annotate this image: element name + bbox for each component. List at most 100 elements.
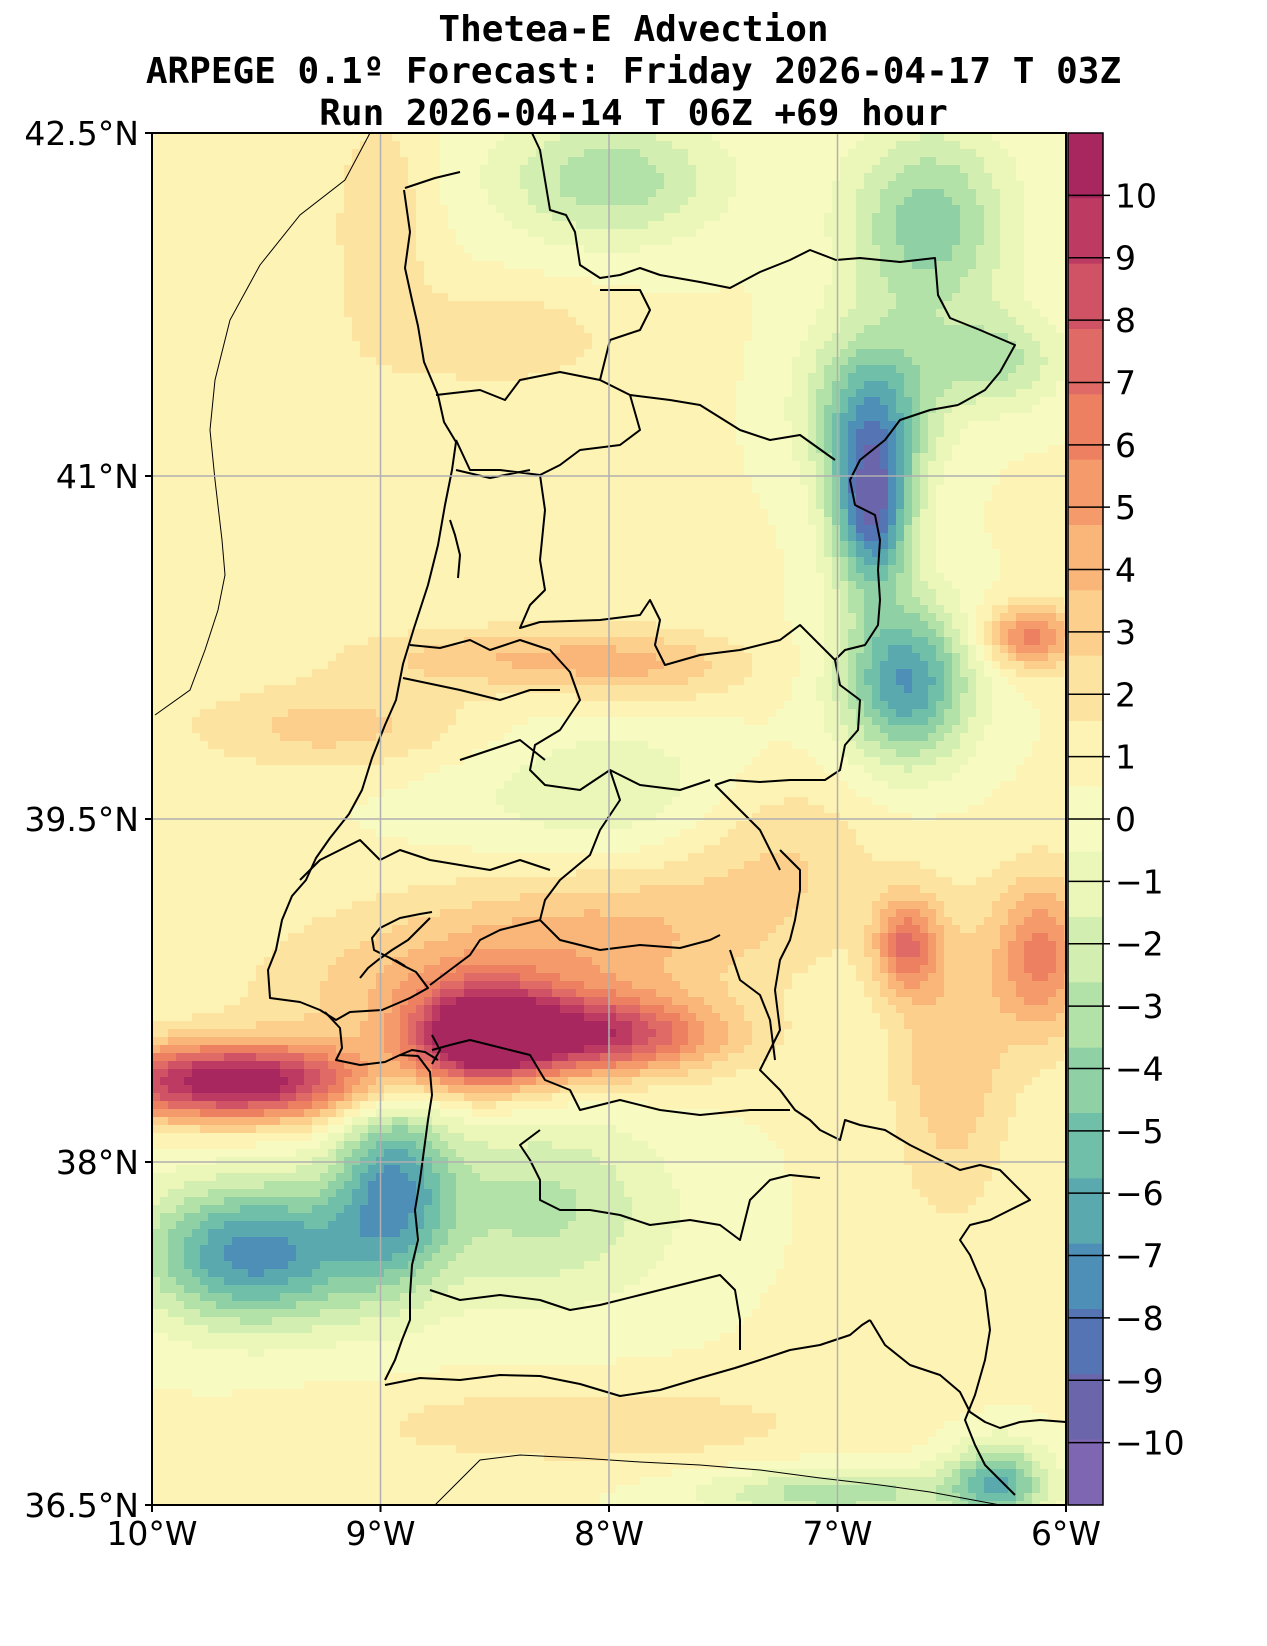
field-cell [616,157,625,166]
field-cell [928,293,937,302]
field-cell [968,269,977,278]
field-cell [704,453,713,462]
field-cell [312,149,321,158]
field-cell [192,189,201,198]
field-cell [568,349,577,358]
field-cell [760,237,769,246]
field-cell [672,357,681,366]
field-cell [368,229,377,238]
field-cell [328,157,337,166]
field-cell [704,365,713,374]
field-cell [848,381,857,390]
field-cell [1032,261,1041,270]
field-cell [760,461,769,470]
field-cell [920,357,929,366]
field-cell [720,325,729,334]
field-cell [808,453,817,462]
field-cell [256,477,265,486]
field-cell [152,461,161,470]
field-cell [904,181,913,190]
field-cell [920,197,929,206]
field-cell [880,293,889,302]
field-cell [432,253,441,262]
field-cell [736,173,745,182]
field-cell [912,381,921,390]
field-cell [184,285,193,294]
field-cell [264,349,273,358]
field-cell [424,405,433,414]
field-cell [1000,221,1009,230]
field-cell [672,253,681,262]
field-cell [512,405,521,414]
field-cell [472,397,481,406]
field-cell [168,405,177,414]
field-cell [488,293,497,302]
field-cell [648,333,657,342]
field-cell [184,221,193,230]
field-cell [464,301,473,310]
field-cell [840,381,849,390]
field-cell [856,237,865,246]
field-cell [440,461,449,470]
field-cell [232,205,241,214]
field-cell [232,149,241,158]
field-cell [800,413,809,422]
field-cell [176,165,185,174]
field-cell [864,421,873,430]
field-cell [456,133,465,142]
field-cell [200,205,209,214]
field-cell [704,253,713,262]
field-cell [392,405,401,414]
field-cell [552,325,561,334]
field-cell [208,309,217,318]
field-cell [648,293,657,302]
field-cell [664,381,673,390]
field-cell [256,277,265,286]
field-cell [488,349,497,358]
field-cell [656,333,665,342]
field-cell [256,205,265,214]
field-cell [472,365,481,374]
field-cell [928,421,937,430]
field-cell [280,421,289,430]
field-cell [152,397,161,406]
field-cell [728,293,737,302]
field-cell [200,421,209,430]
field-cell [904,325,913,334]
field-cell [200,381,209,390]
field-cell [648,389,657,398]
field-cell [968,181,977,190]
field-cell [256,421,265,430]
field-cell [720,389,729,398]
field-cell [416,365,425,374]
field-cell [1056,253,1065,262]
field-cell [1008,173,1017,182]
field-cell [432,477,441,486]
field-cell [776,165,785,174]
field-cell [672,333,681,342]
field-cell [776,141,785,150]
field-cell [712,309,721,318]
field-cell [552,357,561,366]
field-cell [176,453,185,462]
field-cell [1048,133,1057,142]
field-cell [440,341,449,350]
field-cell [408,453,417,462]
field-cell [256,453,265,462]
field-cell [944,293,953,302]
field-cell [288,261,297,270]
field-cell [184,429,193,438]
field-cell [576,397,585,406]
field-cell [656,149,665,158]
field-cell [1040,461,1049,470]
field-cell [976,293,985,302]
field-cell [944,237,953,246]
field-cell [576,269,585,278]
field-cell [688,317,697,326]
field-cell [288,349,297,358]
field-cell [320,365,329,374]
field-cell [168,325,177,334]
field-cell [680,173,689,182]
field-cell [200,157,209,166]
field-cell [336,221,345,230]
